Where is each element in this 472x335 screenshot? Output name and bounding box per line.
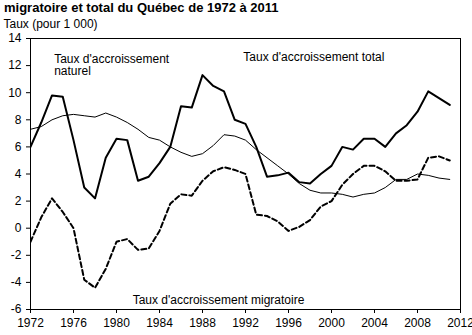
svg-text:1992: 1992 (232, 316, 259, 330)
svg-text:1988: 1988 (189, 316, 216, 330)
svg-text:6: 6 (15, 140, 22, 154)
svg-text:Taux d'accroissement migratoir: Taux d'accroissement migratoire (133, 293, 305, 307)
svg-text:4: 4 (15, 167, 22, 181)
svg-text:1976: 1976 (60, 316, 87, 330)
svg-text:1996: 1996 (275, 316, 302, 330)
svg-text:2012: 2012 (447, 316, 472, 330)
svg-text:14: 14 (8, 31, 22, 45)
svg-text:-4: -4 (11, 275, 22, 289)
svg-text:Taux d'accroissement total: Taux d'accroissement total (243, 50, 384, 64)
svg-text:1984: 1984 (146, 316, 173, 330)
svg-text:8: 8 (15, 113, 22, 127)
svg-text:-6: -6 (11, 302, 22, 316)
svg-text:-2: -2 (11, 248, 22, 262)
svg-text:12: 12 (8, 58, 22, 72)
svg-text:2: 2 (15, 194, 22, 208)
html-text:migratoire et total du Québec: migratoire et total du Québec de 1972 à … (4, 0, 279, 15)
svg-text:Taux (pour 1 000): Taux (pour 1 000) (4, 17, 98, 31)
svg-text:2008: 2008 (404, 316, 431, 330)
svg-text:Taux d'accroissementnaturel: Taux d'accroissementnaturel (54, 52, 170, 78)
svg-text:1980: 1980 (103, 316, 130, 330)
svg-text:0: 0 (15, 221, 22, 235)
svg-text:1972: 1972 (17, 316, 44, 330)
svg-text:10: 10 (8, 86, 22, 100)
svg-text:2000: 2000 (318, 316, 345, 330)
svg-text:2004: 2004 (361, 316, 388, 330)
